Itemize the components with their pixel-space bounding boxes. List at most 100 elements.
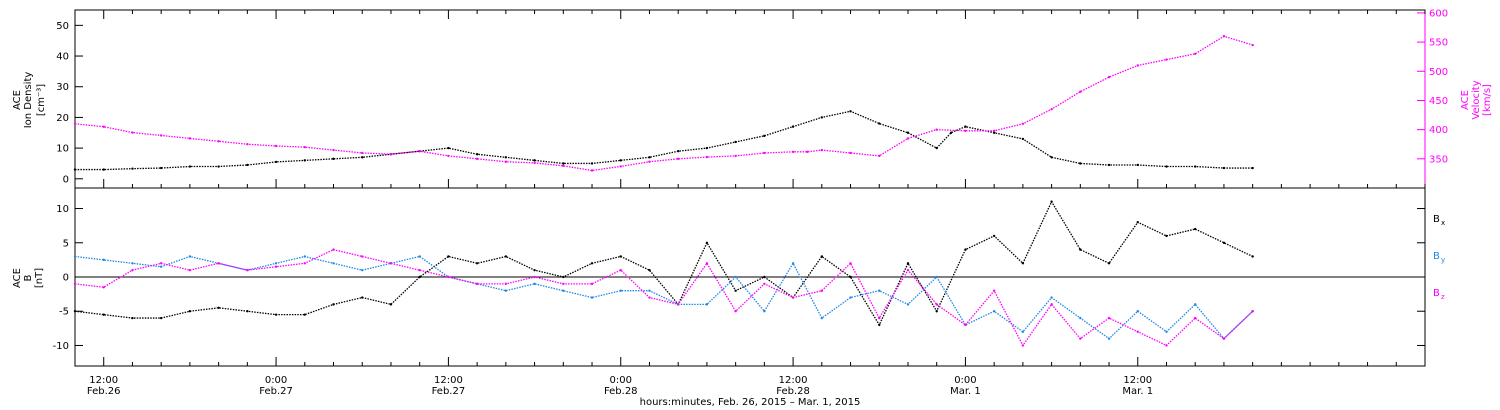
solar-wind-velocity-point [303, 145, 306, 149]
by-point [906, 303, 910, 306]
bz-point [246, 268, 249, 272]
by-point [418, 255, 421, 258]
bz-point [964, 323, 967, 327]
x-tick-time-label: 12:00 [779, 375, 808, 386]
bz-point [676, 303, 680, 306]
x-tick-time-label: 0:00 [610, 375, 632, 386]
solar-wind-velocity-point [705, 155, 709, 159]
bz-point [332, 248, 335, 251]
bx-point [159, 316, 163, 320]
bx-line [74, 200, 1253, 327]
by-point [734, 275, 737, 279]
field-tick-label: 10 [56, 204, 69, 215]
solar-wind-velocity-point [590, 169, 594, 172]
legend-by: B [1433, 251, 1440, 262]
solar-wind-velocity-point [504, 160, 508, 163]
x-tick-date-label: Feb.28 [776, 386, 810, 397]
bz-point [1165, 344, 1168, 347]
ion-density-point [1079, 162, 1082, 165]
ion-density-point [1021, 137, 1025, 141]
bz-point [504, 282, 508, 286]
legend-bx: B [1433, 214, 1440, 225]
ion-density-point [447, 146, 450, 150]
bx-point [447, 255, 450, 258]
by-point [102, 258, 105, 262]
bz-point [562, 282, 565, 286]
by-point [361, 268, 364, 272]
bx-point [274, 313, 278, 316]
bx-point [619, 255, 622, 258]
solar-wind-velocity-point [992, 129, 996, 133]
solar-wind-velocity-point [1222, 35, 1226, 38]
bz-point [992, 289, 996, 292]
ion-density-point [1222, 166, 1226, 170]
solar-wind-velocity-point [73, 122, 77, 126]
velocity-tick-label: 400 [1429, 125, 1448, 136]
by-point [1107, 337, 1111, 340]
solar-wind-velocity-point [562, 164, 565, 168]
bx-point [1050, 200, 1053, 203]
bx-point [1136, 221, 1139, 224]
bx-point [131, 316, 134, 320]
legend-subscript: z [1441, 293, 1445, 301]
ion-density-point [992, 131, 996, 134]
legend-subscript: x [1441, 219, 1445, 227]
ion-density-point [590, 162, 594, 165]
density-tick-label: 30 [56, 82, 69, 93]
bz-point [791, 296, 795, 299]
by-point [1194, 303, 1197, 306]
ion-density-point [734, 140, 737, 144]
bz-point [1251, 310, 1254, 313]
x-tick-time-label: 0:00 [265, 375, 287, 386]
magnetic-field-axis-label: ACE B [nT] [12, 268, 45, 288]
ion-density-point [763, 134, 766, 138]
solar-wind-velocity-point [159, 134, 163, 137]
by-point [274, 262, 278, 265]
by-point [849, 296, 852, 299]
ion-density-point [1251, 166, 1254, 170]
density-tick-label: 40 [56, 52, 69, 63]
ion-density-point [906, 131, 910, 134]
solar-wind-velocity-point [418, 150, 421, 153]
bz-point [159, 262, 163, 265]
solar-wind-velocity-point [820, 148, 824, 152]
solar-wind-velocity-point [619, 165, 622, 168]
x-tick-date-label: Mar. 1 [1122, 386, 1153, 397]
ion-density-point [705, 146, 709, 150]
bz-point [1107, 316, 1111, 320]
solar-wind-velocity-point [1251, 43, 1254, 47]
bz-point [475, 282, 479, 286]
ion-density-point [159, 166, 163, 170]
ion-density-point [820, 116, 824, 119]
bx-point [648, 268, 651, 272]
by-line [74, 255, 1254, 340]
bz-point [303, 262, 306, 265]
bx-point [418, 275, 421, 279]
ion-density-point [217, 165, 220, 168]
velocity-tick-label: 600 [1429, 8, 1448, 19]
velocity-tick-label: 500 [1429, 67, 1448, 78]
ion-density-point [676, 149, 680, 153]
field-tick-label: 0 [63, 273, 69, 284]
ion-density-point [475, 153, 479, 156]
bz-point [533, 275, 536, 279]
by-point [159, 265, 163, 268]
by-point [705, 303, 709, 306]
by-point [763, 310, 766, 313]
solar-wind-velocity-point [102, 125, 105, 128]
bx-point [878, 323, 881, 327]
x-tick-date-label: Mar. 1 [950, 386, 981, 397]
by-point [791, 262, 795, 265]
solar-wind-velocity-point [878, 154, 881, 158]
by-point [303, 255, 306, 258]
by-point [992, 310, 996, 313]
ion-density-point [791, 125, 795, 128]
bz-point [763, 282, 766, 286]
ion-density-point [303, 159, 306, 162]
by-point [1136, 310, 1139, 313]
x-axis-title: hours:minutes, Feb. 26, 2015 – Mar. 1, 2… [640, 397, 861, 408]
ion-density-point [878, 122, 881, 125]
by-point [590, 296, 594, 299]
bz-point [906, 268, 910, 272]
